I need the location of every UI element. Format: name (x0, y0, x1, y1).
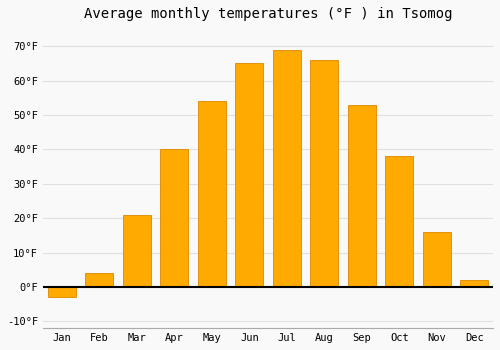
Bar (48, 287, 76, 297)
Bar (460, 280, 488, 287)
Bar (160, 149, 188, 287)
Bar (85, 273, 114, 287)
Bar (310, 60, 338, 287)
Bar (385, 156, 414, 287)
Bar (422, 232, 451, 287)
Bar (348, 105, 376, 287)
Title: Average monthly temperatures (°F ) in Tsomog: Average monthly temperatures (°F ) in Ts… (84, 7, 452, 21)
Bar (198, 101, 226, 287)
Bar (272, 50, 301, 287)
Bar (122, 215, 151, 287)
Bar (235, 63, 264, 287)
